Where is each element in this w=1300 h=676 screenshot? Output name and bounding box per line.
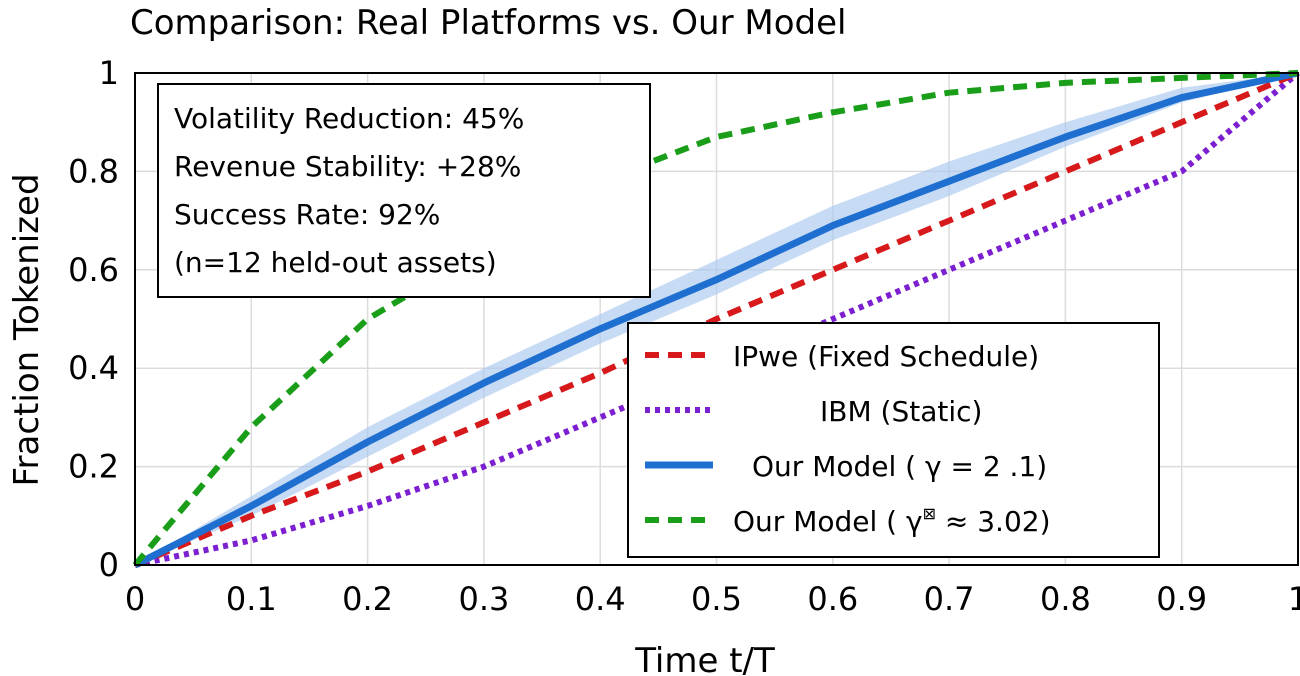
x-tick-label: 0.2 xyxy=(342,580,393,618)
x-tick-label: 0.4 xyxy=(575,580,626,618)
series-line-2 xyxy=(133,69,1299,569)
x-tick-labels: 0 0.1 0.2 0.3 0.4 0.5 0.6 0.7 0.8 0.9 1 xyxy=(125,580,1300,618)
legend-frame xyxy=(627,322,1160,558)
legend-label-ipwe: IPwe (Fixed Schedule) xyxy=(733,340,1039,373)
x-tick-label: 0.7 xyxy=(924,580,975,618)
x-tick-label: 0.6 xyxy=(807,580,858,618)
y-tick-label: 0.4 xyxy=(68,349,119,387)
y-tick-label: 0.2 xyxy=(68,448,119,486)
x-tick-label: 0.1 xyxy=(226,580,277,618)
series-lines-layer xyxy=(132,69,1300,569)
x-tick-label: 0.5 xyxy=(691,580,742,618)
legend-label-our-model-2: Our Model ( γ⊠ ≈ 3.02) xyxy=(733,504,1051,538)
legend-label-our-model-2-sup: ⊠ xyxy=(923,504,936,523)
annotation-line-1: Volatility Reduction: 45% xyxy=(174,102,524,135)
legend-label-ibm: IBM (Static) xyxy=(820,395,982,428)
annotation-line-2: Revenue Stability: +28% xyxy=(174,150,521,183)
x-tick-label: 0.8 xyxy=(1040,580,1091,618)
plot-frame xyxy=(134,72,1299,566)
annotation-box: Volatility Reduction: 45% Revenue Stabil… xyxy=(157,83,651,298)
x-axis-label: Time t/T xyxy=(634,641,775,676)
legend-label-our-model-2-main: Our Model ( γ xyxy=(733,505,923,538)
annotation-line-4: (n=12 held-out assets) xyxy=(174,246,497,279)
x-tick-label: 0.9 xyxy=(1156,580,1207,618)
y-tick-label: 0.8 xyxy=(68,152,119,190)
y-axis-label: Fraction Tokenized xyxy=(7,173,47,486)
chart-title: Comparison: Real Platforms vs. Our Model xyxy=(130,3,846,43)
y-tick-label: 1 xyxy=(99,54,119,92)
x-tick-label: 0 xyxy=(125,580,145,618)
y-tick-labels: 0 0.2 0.4 0.6 0.8 1 xyxy=(68,54,119,584)
series-line-3 xyxy=(132,70,1299,567)
x-tick-label: 0.3 xyxy=(458,580,509,618)
series-line-0 xyxy=(133,70,1300,568)
y-tick-label: 0 xyxy=(99,546,119,584)
annotation-line-3: Success Rate: 92% xyxy=(174,198,440,231)
legend-label-our-model-2-rest: ≈ 3.02) xyxy=(936,505,1051,538)
y-tick-label: 0.6 xyxy=(68,251,119,289)
x-tick-label: 1 xyxy=(1288,580,1300,618)
legend-label-our-model-1: Our Model ( γ = 2 .1) xyxy=(752,450,1047,483)
annotation-frame xyxy=(157,83,651,298)
legend: IPwe (Fixed Schedule) IBM (Static) Our M… xyxy=(627,322,1160,558)
